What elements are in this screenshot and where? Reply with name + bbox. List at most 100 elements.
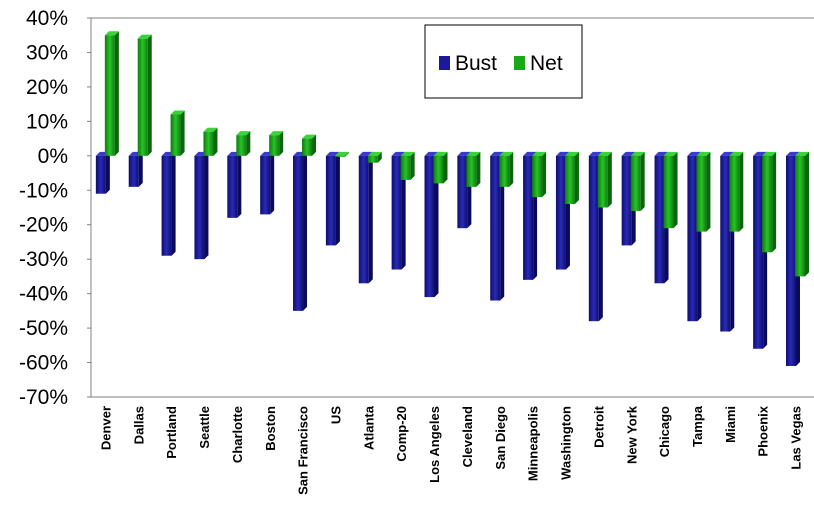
bar-net xyxy=(367,151,382,163)
bar-bust-face xyxy=(95,155,106,194)
bar-net-face xyxy=(302,138,313,156)
bar-bust-face xyxy=(293,155,304,311)
bar-bust xyxy=(194,151,209,260)
bar-bust xyxy=(227,151,242,218)
y-tick-label: -60% xyxy=(19,352,68,375)
bar-net-side xyxy=(542,151,547,198)
bar-bust xyxy=(260,151,275,215)
bar-net xyxy=(663,151,678,229)
bar-bust xyxy=(490,151,505,301)
bar-net xyxy=(729,151,744,232)
bar-net-top xyxy=(794,151,809,156)
legend-swatch-net xyxy=(514,56,525,70)
x-tick-label: Los Angeles xyxy=(427,406,442,483)
bar-bust-face xyxy=(161,155,172,256)
bar-net-top xyxy=(137,34,152,39)
bar-bust-face xyxy=(654,155,665,284)
bar-net-face xyxy=(269,135,280,156)
bar-net-top xyxy=(203,127,218,132)
bar-net-side xyxy=(246,131,251,156)
bar-net-side xyxy=(114,31,119,156)
bar-net-face xyxy=(663,155,674,229)
y-tick-label: -40% xyxy=(19,283,68,306)
x-tick-label: Portland xyxy=(164,406,179,459)
bar-bust-face xyxy=(490,155,501,301)
bar-net-top xyxy=(663,151,678,156)
bar-net-top xyxy=(433,151,448,156)
bar-net xyxy=(137,34,152,156)
bar-bust-side xyxy=(335,151,340,246)
bar-net-side xyxy=(706,151,711,232)
bar-net-side xyxy=(312,134,317,156)
bar-net-top xyxy=(696,151,711,156)
bar-bust-face xyxy=(753,155,764,349)
bar-net-side xyxy=(509,151,514,187)
bar-net xyxy=(466,151,481,187)
bar-bust xyxy=(293,151,308,311)
bar-net-side xyxy=(772,151,777,253)
bar-net-face xyxy=(104,35,115,156)
bar-net-face xyxy=(630,155,641,211)
bar-net-side xyxy=(804,151,809,277)
bar-net-top xyxy=(367,151,382,156)
bar-net-side xyxy=(443,151,448,184)
bar-net-face xyxy=(794,155,805,277)
tick-labels: 40% 30% 20% 10% 0% -10% -20% -30% -40% -50% -60% -7… xyxy=(19,7,804,495)
bar-bust-face xyxy=(523,155,534,280)
x-tick-label: Dallas xyxy=(131,406,146,444)
bar-bust xyxy=(424,151,439,298)
bar-net-side xyxy=(377,151,382,163)
bar-net-face xyxy=(367,155,378,163)
bar-net-face xyxy=(433,155,444,184)
bar-net xyxy=(630,151,645,211)
bar-net-top xyxy=(170,110,185,115)
bar-bust-face xyxy=(194,155,205,260)
x-tick-label: San Diego xyxy=(493,406,508,470)
x-tick-label: Atlanta xyxy=(361,405,376,450)
bar-bust-face xyxy=(227,155,238,218)
bar-net-top xyxy=(762,151,777,156)
bar-net xyxy=(334,151,349,157)
bar-net-side xyxy=(279,131,284,156)
bar-net xyxy=(564,151,579,205)
bar-net-side xyxy=(739,151,744,232)
bar-net-top xyxy=(597,151,612,156)
bar-net-side xyxy=(673,151,678,229)
x-tick-label: US xyxy=(328,406,343,424)
y-tick-label: 30% xyxy=(26,41,68,64)
x-tick-label: Comp-20 xyxy=(394,406,409,462)
bars xyxy=(95,31,809,366)
axes xyxy=(87,17,814,398)
bar-net-side xyxy=(607,151,612,208)
bar-bust xyxy=(95,151,110,194)
legend-box xyxy=(424,24,583,99)
x-tick-label: Cleveland xyxy=(460,406,475,467)
x-tick-label: Chicago xyxy=(657,406,672,457)
bar-net-face xyxy=(400,155,411,180)
bar-bust-face xyxy=(128,155,139,187)
bar-net-top xyxy=(236,131,251,136)
bar-bust xyxy=(358,151,373,284)
x-tick-label: Miami xyxy=(723,406,738,443)
bar-net-face xyxy=(236,135,247,156)
y-tick-label: -50% xyxy=(19,317,68,340)
x-tick-label: Washington xyxy=(559,406,574,480)
bar-net-face xyxy=(170,114,181,156)
bar-bust-side xyxy=(401,151,406,270)
bar-net xyxy=(762,151,777,253)
bar-bust-face xyxy=(720,155,731,332)
bar-net-face xyxy=(729,155,740,232)
bar-net-face xyxy=(762,155,773,253)
bar-net-face xyxy=(203,131,214,156)
bar-net xyxy=(269,131,284,156)
bar-bust-side xyxy=(500,151,505,301)
bar-bust-face xyxy=(621,155,632,246)
bar-bust-side xyxy=(105,151,110,194)
bar-net-top xyxy=(104,31,119,36)
bar-net xyxy=(499,151,514,187)
bar-bust-face xyxy=(457,155,468,229)
bar-net-face xyxy=(597,155,608,208)
bar-net-face xyxy=(532,155,543,198)
x-tick-label: Seattle xyxy=(197,406,212,449)
x-tick-label: New York xyxy=(624,405,639,464)
